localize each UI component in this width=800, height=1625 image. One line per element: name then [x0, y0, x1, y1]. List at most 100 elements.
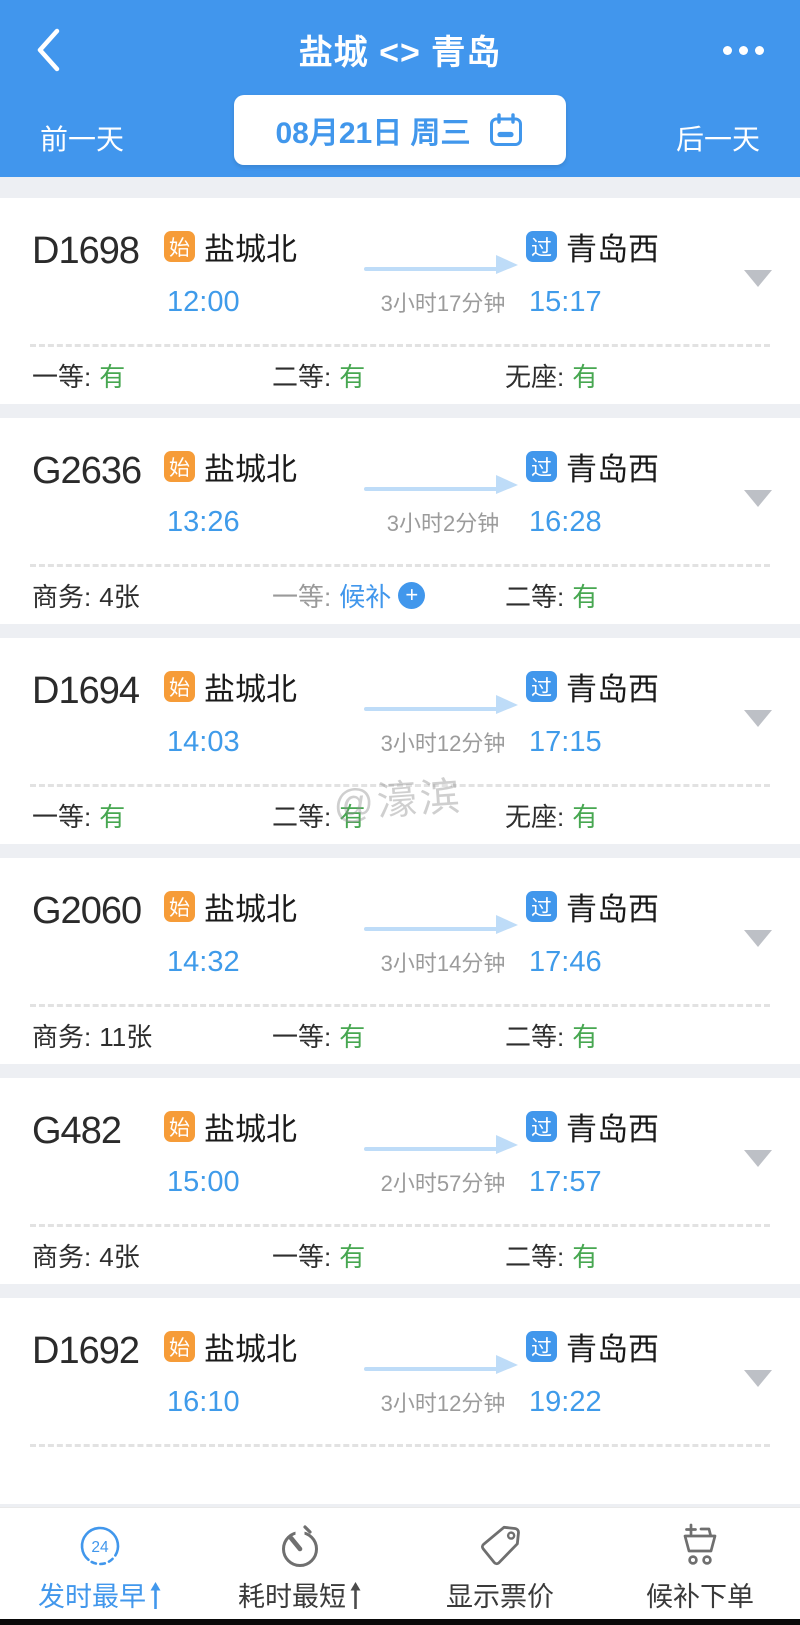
expand-button[interactable]	[734, 884, 772, 1004]
back-button[interactable]	[34, 26, 74, 74]
train-summary[interactable]: D1694 始 盐城北 14:03 3小时12分钟 过 青岛西 17:15	[0, 638, 800, 784]
seat-row: 商务: 11张 一等: 有二等: 有	[0, 1007, 800, 1064]
train-summary[interactable]: G2636 始 盐城北 13:26 3小时2分钟 过 青岛西 16:28	[0, 418, 800, 564]
seat-availability: 无座: 有	[505, 357, 768, 394]
bottom-toolbar: 24 发时最早 耗时最短	[0, 1507, 800, 1619]
seat-class-label: 一等:	[272, 1242, 332, 1272]
seat-status-value: 有	[572, 582, 599, 612]
pass-badge: 过	[526, 451, 557, 482]
tab-sort-earliest-departure[interactable]: 24 发时最早	[0, 1508, 200, 1619]
divider	[30, 1224, 770, 1227]
departure-station: 盐城北	[204, 892, 297, 927]
chevron-down-icon	[744, 490, 772, 507]
tab-show-prices[interactable]: 显示票价	[400, 1508, 600, 1619]
journey-info: 3小时2分钟	[360, 444, 526, 564]
current-date: 08月21日 周三	[275, 117, 471, 150]
departure-station-block: 始 盐城北 13:26	[164, 444, 360, 564]
origin-badge: 始	[164, 1111, 195, 1142]
expand-button[interactable]	[734, 1104, 772, 1224]
arrival-station-block: 过 青岛西 15:17	[526, 224, 734, 344]
train-summary[interactable]: D1698 始 盐城北 12:00 3小时17分钟 过 青岛西 15:17	[0, 198, 800, 344]
seat-status-value: 有	[339, 1242, 366, 1272]
train-summary[interactable]: D1692 始 盐城北 16:10 3小时12分钟 过 青岛西 19:22	[0, 1298, 800, 1444]
seat-class-label: 一等:	[32, 362, 92, 392]
origin-badge: 始	[164, 1331, 195, 1362]
route-arrow-icon	[360, 252, 518, 274]
arrival-time: 16:28	[529, 506, 602, 538]
seat-availability: 无座: 有	[505, 797, 768, 834]
arrival-station-block: 过 青岛西 17:15	[526, 664, 734, 784]
train-card: D1698 始 盐城北 12:00 3小时17分钟 过 青岛西 15:17	[0, 198, 800, 404]
train-card: G2060 始 盐城北 14:32 3小时14分钟 过 青岛西 17:46	[0, 858, 800, 1064]
stopwatch-icon	[276, 1521, 324, 1571]
tab-sort-shortest-duration[interactable]: 耗时最短	[200, 1508, 400, 1619]
arrival-station: 青岛西	[566, 672, 659, 707]
expand-button[interactable]	[734, 1324, 772, 1444]
train-card: D1692 始 盐城北 16:10 3小时12分钟 过 青岛西 19:22	[0, 1298, 800, 1504]
expand-button[interactable]	[734, 444, 772, 564]
arrival-station: 青岛西	[566, 452, 659, 487]
clock-24-icon: 24	[77, 1521, 123, 1571]
origin-badge: 始	[164, 671, 195, 702]
seat-status-value: 11张	[99, 1022, 153, 1052]
seat-availability: 二等: 有	[505, 577, 768, 614]
arrival-time: 17:57	[529, 1166, 602, 1198]
next-day-button[interactable]: 后一天	[675, 123, 760, 155]
departure-station: 盐城北	[204, 452, 297, 487]
train-number: G2060	[32, 890, 142, 932]
departure-station-block: 始 盐城北 14:32	[164, 884, 360, 1004]
seat-status-value: 候补	[339, 582, 392, 612]
seat-class-label: 商务:	[32, 1242, 92, 1272]
seat-class-label: 二等:	[272, 362, 332, 392]
more-menu-button[interactable]	[723, 38, 764, 62]
departure-time: 14:03	[167, 726, 240, 758]
divider	[30, 1444, 770, 1447]
train-number: G482	[32, 1110, 122, 1152]
seat-availability: 二等: 有	[505, 1237, 768, 1274]
arrival-station-block: 过 青岛西 19:22	[526, 1324, 734, 1444]
chevron-left-icon	[37, 28, 60, 72]
seat-availability: 一等: 有	[32, 357, 272, 394]
seat-class-label: 一等:	[32, 802, 92, 832]
arrival-station: 青岛西	[566, 1112, 659, 1147]
arrival-station: 青岛西	[566, 232, 659, 267]
arrival-station-block: 过 青岛西 16:28	[526, 444, 734, 564]
seat-row: 商务: 4张 一等: 有二等: 有	[0, 1227, 800, 1284]
seat-status-value: 有	[99, 802, 126, 832]
waitlist-plus-icon[interactable]: +	[398, 582, 426, 609]
seat-availability: 一等: 有	[272, 1237, 505, 1274]
date-picker-button[interactable]: 08月21日 周三	[234, 95, 566, 165]
divider	[30, 564, 770, 567]
sort-ascending-icon	[149, 1580, 162, 1610]
train-summary[interactable]: G2060 始 盐城北 14:32 3小时14分钟 过 青岛西 17:46	[0, 858, 800, 1004]
divider	[30, 1004, 770, 1007]
departure-station: 盐城北	[204, 1332, 297, 1367]
arrival-time: 17:46	[529, 946, 602, 978]
seat-class-label: 二等:	[505, 1242, 565, 1272]
departure-time: 12:00	[167, 286, 240, 318]
seat-status-value: 有	[339, 802, 366, 832]
chevron-down-icon	[744, 710, 772, 727]
train-card: D1694 始 盐城北 14:03 3小时12分钟 过 青岛西 17:15	[0, 638, 800, 844]
arrival-time: 17:15	[529, 726, 602, 758]
arrival-station-block: 过 青岛西 17:46	[526, 884, 734, 1004]
departure-time: 15:00	[167, 1166, 240, 1198]
svg-text:24: 24	[91, 1539, 109, 1556]
trip-duration: 3小时14分钟	[380, 951, 506, 976]
cart-plus-icon	[674, 1521, 726, 1571]
seat-class-label: 二等:	[505, 1022, 565, 1052]
expand-button[interactable]	[734, 224, 772, 344]
expand-button[interactable]	[734, 664, 772, 784]
seat-class-label: 无座:	[505, 802, 565, 832]
trip-duration: 3小时12分钟	[380, 731, 506, 756]
pass-badge: 过	[526, 231, 557, 262]
tab-waitlist-order[interactable]: 候补下单	[600, 1508, 800, 1619]
train-list: D1698 始 盐城北 12:00 3小时17分钟 过 青岛西 15:17	[0, 177, 800, 1504]
prev-day-button[interactable]: 前一天	[40, 123, 125, 155]
departure-station-block: 始 盐城北 12:00	[164, 224, 360, 344]
train-summary[interactable]: G482 始 盐城北 15:00 2小时57分钟 过 青岛西 17:57	[0, 1078, 800, 1224]
seat-row	[0, 1447, 800, 1504]
price-tag-icon	[476, 1521, 524, 1571]
seat-status-value: 有	[99, 362, 126, 392]
trip-duration: 3小时17分钟	[380, 291, 506, 316]
